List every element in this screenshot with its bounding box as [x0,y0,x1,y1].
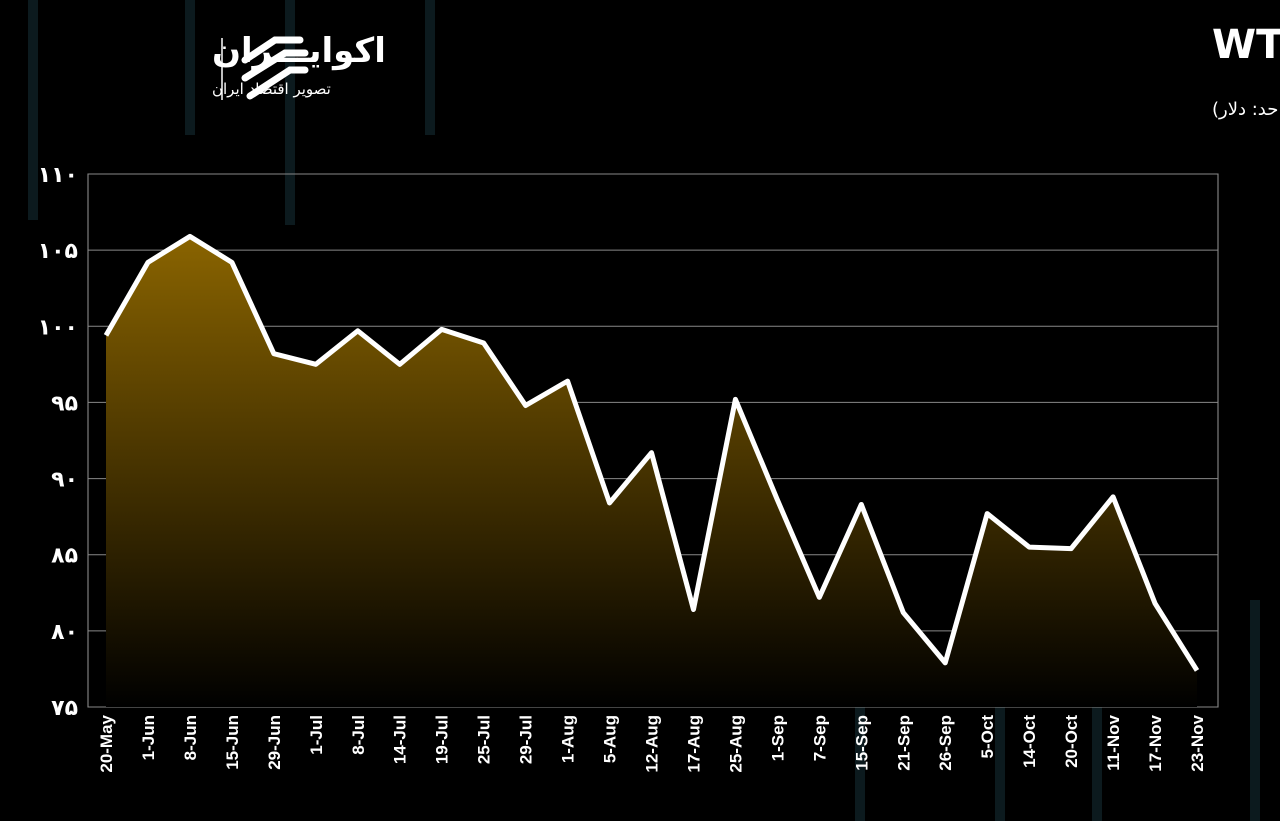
y-tick-label: ۱۱۰ [38,163,78,188]
logo: اکوایـــران تصویر اقتصاد ایران [212,31,386,100]
x-tick-label: 5-Oct [978,715,997,759]
background-decoration [28,0,1260,821]
x-tick-label: 8-Jun [181,715,200,760]
y-tick-label: ۷۵ [51,696,78,721]
x-tick-label: 1-Jul [307,715,326,755]
x-tick-label: 7-Sep [810,715,829,761]
x-tick-label: 8-Jul [349,715,368,755]
x-tick-label: 12-Aug [643,715,662,773]
x-tick-label: 21-Sep [894,715,913,771]
x-tick-label: 19-Jul [433,715,452,764]
logo-tagline: تصویر اقتصاد ایران [212,80,331,98]
x-tick-label: 1-Sep [768,715,787,761]
x-tick-label: 15-Sep [852,715,871,771]
x-tick-label: 5-Aug [601,715,620,763]
area [106,236,1197,708]
x-tick-label: 11-Nov [1104,714,1123,770]
y-tick-label: ۹۵ [51,391,78,416]
line [103,233,1200,672]
y-tick-label: ۱۰۰ [38,315,78,340]
x-tick-label: 17-Nov [1146,714,1165,771]
x-tick-label: 1-Jun [139,715,158,760]
x-tick-label: 17-Aug [684,715,703,773]
x-tick-label: 14-Jul [391,715,410,764]
x-tick-label: 23-Nov [1188,714,1207,771]
x-tick-label: 25-Jul [475,715,494,764]
y-tick-label: ۱۰۵ [38,239,78,264]
x-tick-label: 29-Jul [517,715,536,764]
plot-area: ۷۵ ۸۰ ۸۵ ۹۰ ۹۵ ۱۰۰ ۱۰۵ ۱۱۰ 20-May 1-Jun 8-Jun 15-Ju… [38,163,1218,773]
x-tick-label: 14-Oct [1020,715,1039,768]
y-tick-label: ۹۰ [51,468,78,493]
x-tick-label: 15-Jun [223,715,242,770]
x-tick-label: 25-Aug [726,715,745,773]
x-tick-label: 20-Oct [1062,715,1081,768]
y-tick-label: ۸۵ [51,544,78,569]
x-tick-label: 26-Sep [936,715,955,771]
chart-subtitle: (واحد: دلار) [1212,99,1280,120]
x-tick-label: 1-Aug [559,715,578,763]
chart-title: قیمت نفت سبک WTI [1212,22,1280,68]
x-tick-label: 20-May [97,714,116,772]
x-tick-label: 29-Jun [265,715,284,770]
y-tick-label: ۸۰ [51,620,78,645]
